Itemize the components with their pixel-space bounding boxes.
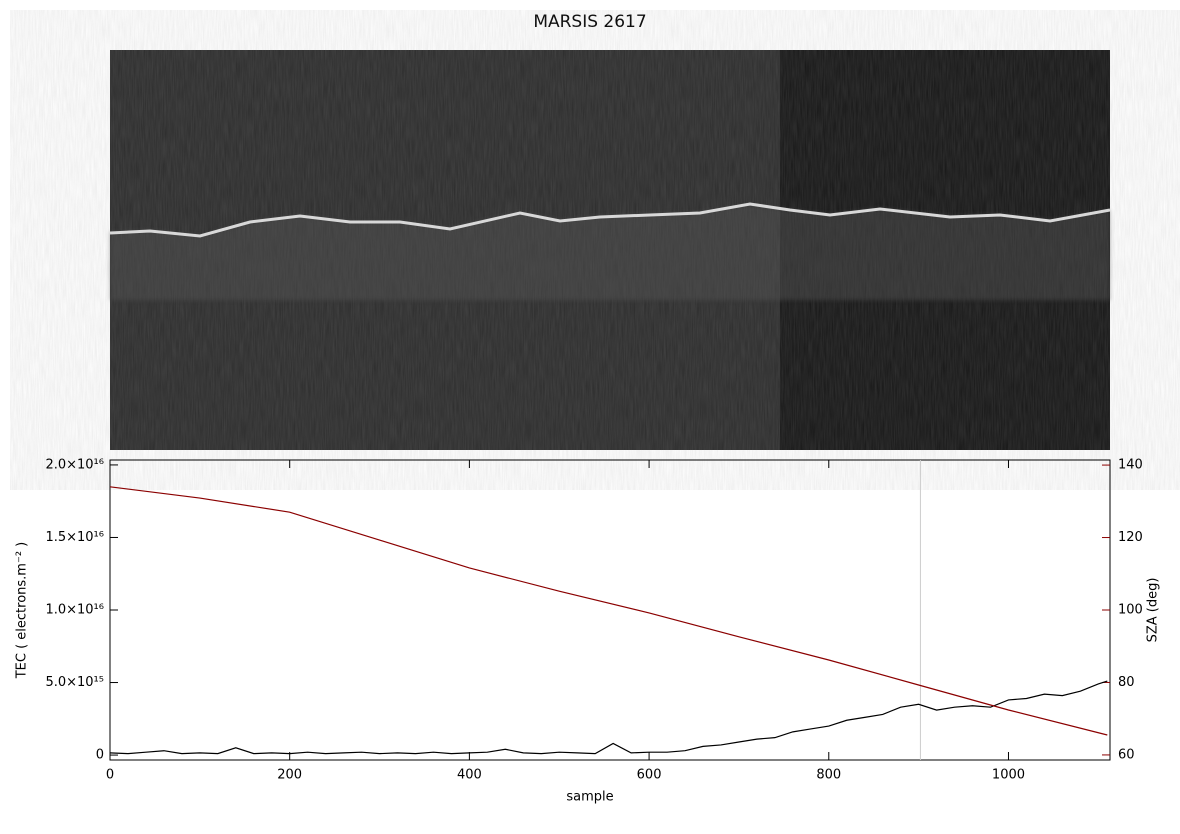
y-tick-label: 1.0×10¹⁶ bbox=[45, 603, 104, 618]
x-tick-label: 1000 bbox=[992, 768, 1025, 783]
data-line bbox=[109, 486, 1108, 736]
y-tick-label: 0 bbox=[96, 748, 104, 763]
x-tick-label: 800 bbox=[816, 768, 841, 783]
y-tick-label: 5.0×10¹⁵ bbox=[45, 675, 104, 690]
radargram bbox=[109, 50, 1111, 450]
data-line bbox=[109, 680, 1108, 755]
y-tick-label: 1.5×10¹⁶ bbox=[45, 530, 104, 545]
y-axis-label: TEC ( electrons.m⁻² ) bbox=[15, 542, 30, 680]
y-tick-label: 2.0×10¹⁶ bbox=[45, 457, 104, 472]
y2-tick-label: 100 bbox=[1118, 603, 1143, 618]
y2-tick-label: 120 bbox=[1118, 530, 1143, 545]
x-tick-label: 600 bbox=[637, 768, 662, 783]
chart-title: MARSIS 2617 bbox=[533, 12, 646, 32]
y2-tick-label: 140 bbox=[1118, 458, 1143, 473]
x-tick-label: 0 bbox=[106, 768, 114, 783]
y2-tick-label: 80 bbox=[1118, 675, 1135, 690]
x-axis-label: sample bbox=[566, 790, 613, 805]
x-tick-label: 200 bbox=[277, 768, 302, 783]
x-tick-label: 400 bbox=[457, 768, 482, 783]
plot-frame bbox=[109, 459, 1111, 761]
y2-tick-label: 60 bbox=[1118, 747, 1135, 762]
y2-axis-label: SZA (deg) bbox=[1146, 578, 1161, 643]
